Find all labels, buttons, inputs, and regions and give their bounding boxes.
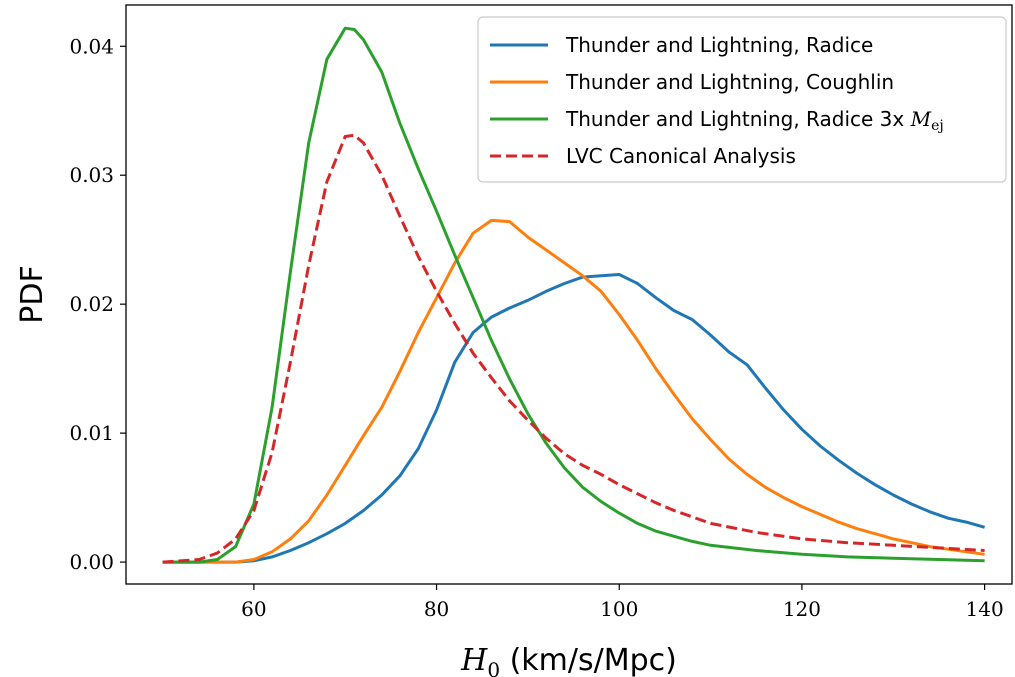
x-axis-title: H0 (km/s/Mpc)	[460, 643, 677, 677]
legend-item-lvc-canonical-analysis: LVC Canonical Analysis	[490, 144, 796, 168]
x-tick-label: 120	[783, 597, 821, 621]
y-tick-label: 0.01	[69, 421, 114, 445]
series-line-thunder-and-lightning-coughlin	[162, 218, 985, 564]
y-tick-label: 0.02	[69, 292, 114, 316]
x-axis-subscript: 0	[487, 658, 500, 677]
y-tick-label: 0.04	[69, 34, 114, 58]
plot-frame	[125, 4, 1013, 585]
legend-label: LVC Canonical Analysis	[566, 144, 796, 168]
x-axis-units: (km/s/Mpc)	[500, 643, 677, 677]
y-tick-label: 0.00	[69, 550, 114, 574]
x-tick-label: 60	[241, 597, 266, 621]
series-line-lvc-canonical-analysis	[162, 133, 985, 564]
legend-label: Thunder and Lightning, Radice 3x Mej	[565, 107, 944, 134]
legend-label: Thunder and Lightning, Coughlin	[565, 70, 894, 94]
y-axis-title: PDF	[15, 265, 50, 323]
x-tick-label: 80	[424, 597, 449, 621]
legend-box	[477, 16, 1007, 183]
x-axis-symbol: H	[460, 643, 488, 677]
y-axis-ticks: 0.00 0.01 0.02 0.03 0.04	[69, 34, 126, 574]
series-line-thunder-and-lightning-radice	[162, 273, 986, 564]
series-line-thunder-and-lightning-radice-3x-m-ej	[162, 26, 985, 564]
x-axis-ticks: 60 80 100 120 140	[241, 584, 1004, 621]
x-tick-label: 100	[600, 597, 638, 621]
legend: Thunder and Lightning, Radice Thunder and…	[477, 16, 1007, 183]
legend-item-thunder-and-lightning-radice: Thunder and Lightning, Radice	[490, 33, 873, 57]
x-tick-label: 140	[966, 597, 1004, 621]
legend-item-thunder-and-lightning-radice-3x-m-ej: Thunder and Lightning, Radice 3x Mej	[490, 107, 944, 134]
plot-lines	[162, 26, 986, 564]
legend-item-thunder-and-lightning-coughlin: Thunder and Lightning, Coughlin	[490, 70, 894, 94]
y-tick-label: 0.03	[69, 163, 114, 187]
legend-label: Thunder and Lightning, Radice	[565, 33, 873, 57]
